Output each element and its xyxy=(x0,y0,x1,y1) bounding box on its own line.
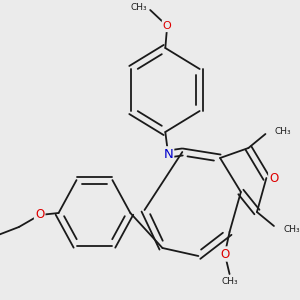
Text: N: N xyxy=(163,148,173,160)
Text: O: O xyxy=(35,208,44,221)
Text: CH₃: CH₃ xyxy=(221,278,238,286)
Text: O: O xyxy=(220,248,230,260)
Text: CH₃: CH₃ xyxy=(131,4,147,13)
Text: O: O xyxy=(269,172,279,184)
Text: O: O xyxy=(163,21,172,31)
Text: CH₃: CH₃ xyxy=(284,224,300,233)
Text: CH₃: CH₃ xyxy=(275,127,292,136)
